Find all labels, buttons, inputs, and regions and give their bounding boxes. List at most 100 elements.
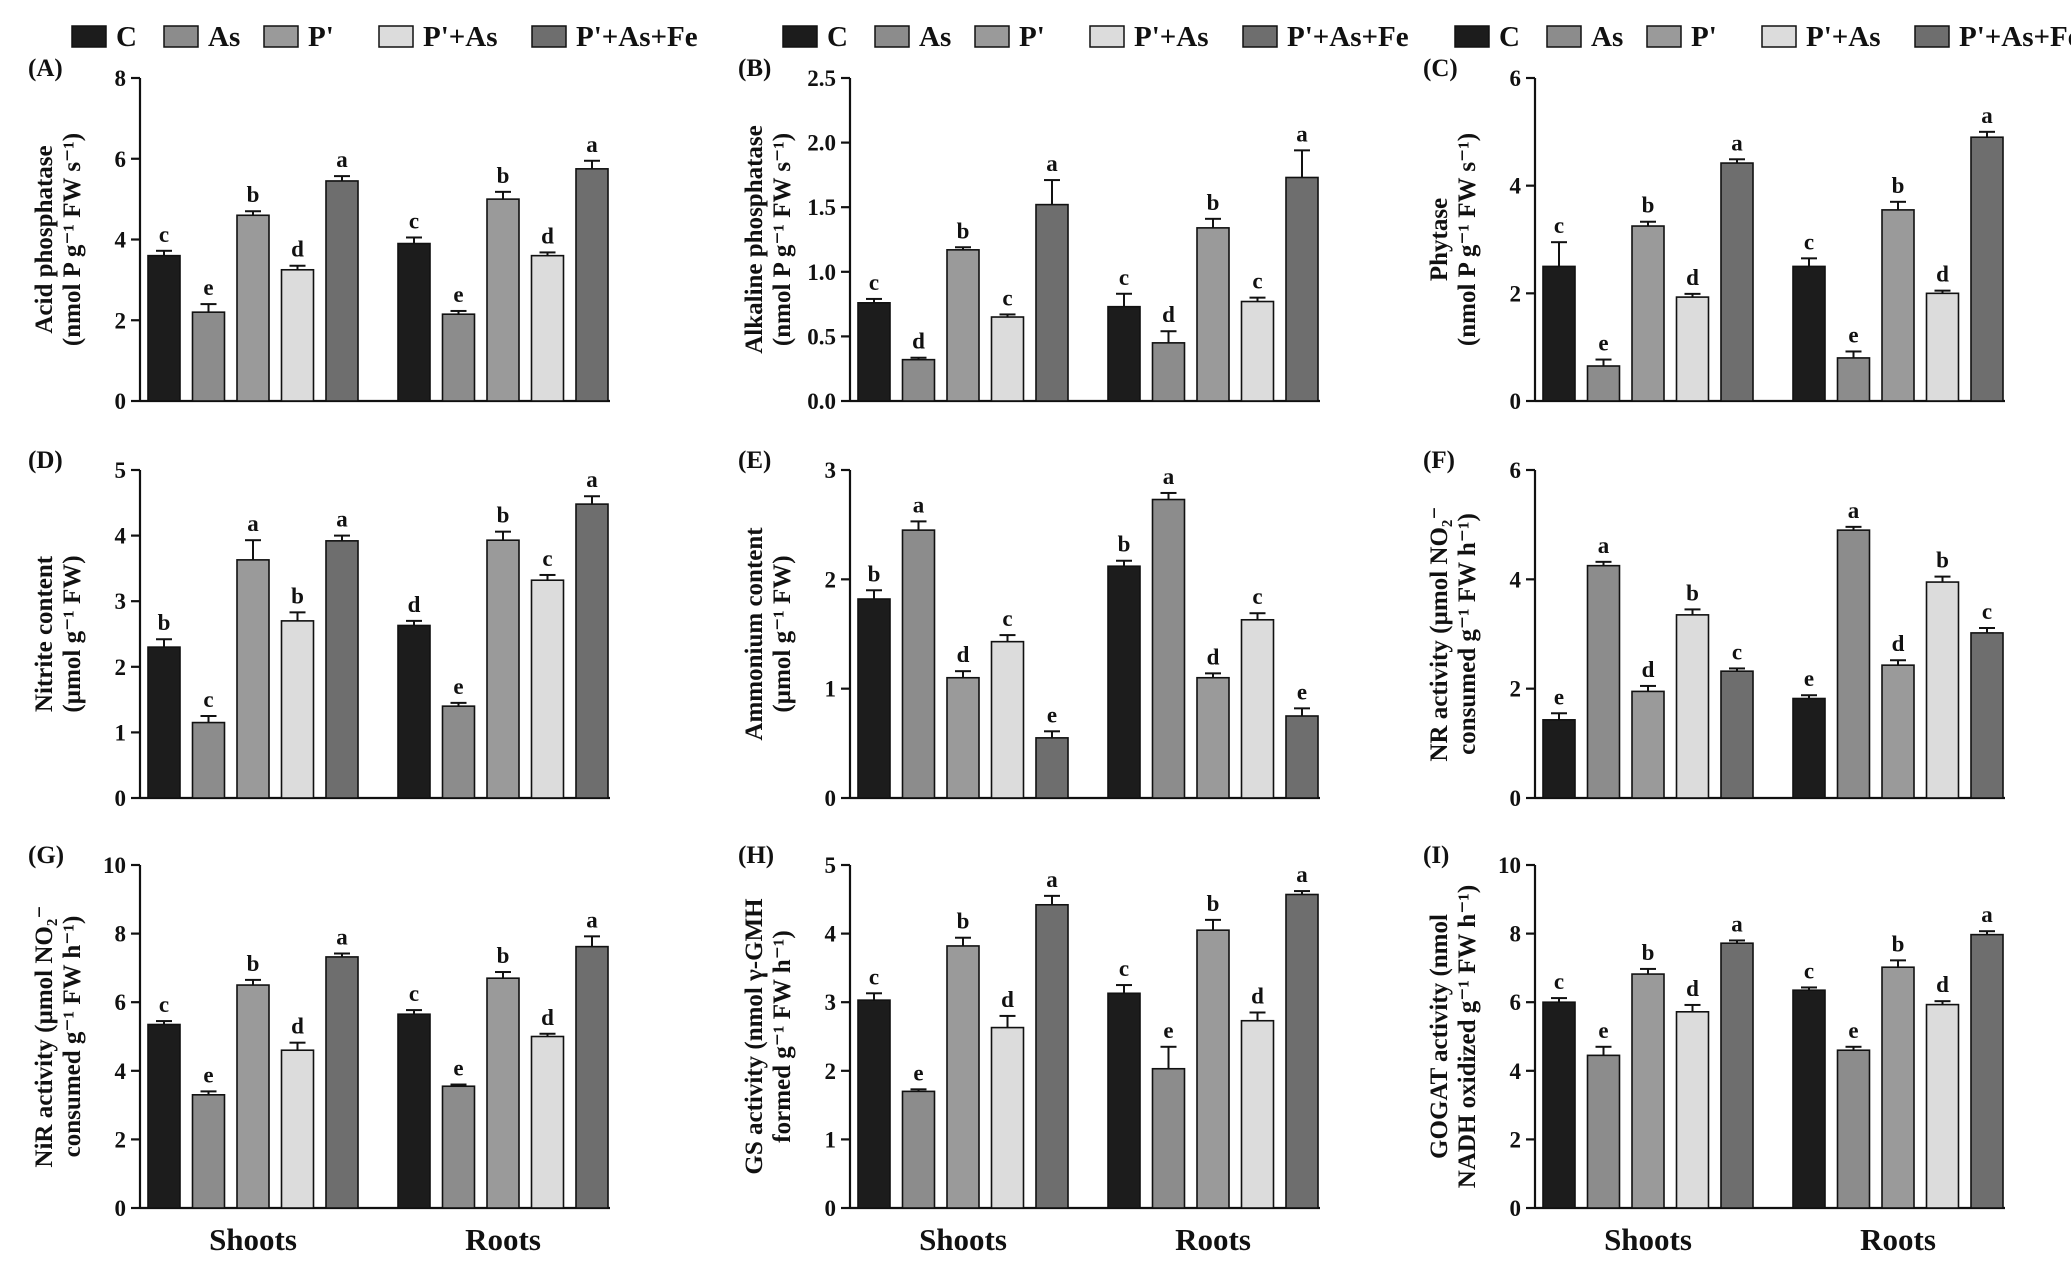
y-tick-label: 0 <box>1510 1196 1522 1221</box>
significance-letter-roots-p-prime: b <box>1207 891 1220 916</box>
y-tick-label: 0 <box>1510 389 1522 414</box>
significance-letter-roots-p-prime-plus-as: d <box>1936 972 1949 997</box>
x-group-label-roots: Roots <box>1175 1222 1251 1257</box>
legend-swatch-p-prime-plus-as-plus-fe <box>1242 25 1278 48</box>
legend-label-p-prime: P' <box>1019 21 1045 53</box>
significance-letter-shoots-as: a <box>913 492 925 517</box>
x-group-label-roots: Roots <box>1860 1222 1936 1257</box>
panel-c-phytase: (C) 0 2 4 6 Phytase (nmol P g⁻¹ FW s⁻¹) c e b d a c e… <box>1423 55 2005 414</box>
bar-shoots-as <box>1586 1054 1621 1209</box>
panel-a-acid-phosphatase: (A) 0 2 4 6 8 Acid phosphatase (nmol P g⁻¹ FW s… <box>28 55 610 414</box>
significance-letter-roots-p-prime: b <box>1892 931 1905 956</box>
legend-label-c: C <box>116 21 137 53</box>
panel-b-alkaline-phosphatase: (B) 0.0 0.5 1.0 1.5 2.0 2.5 Alkaline phosphatas… <box>738 55 1320 414</box>
bar-shoots-c <box>147 254 181 402</box>
panel-label: (G) <box>28 842 64 869</box>
y-axis-label-line-2: (µmol g⁻¹ FW) <box>769 555 796 712</box>
panel-d-nitrite-content: (D) 0 1 2 3 4 5 Nitrite content (µmol g⁻¹ FW) b c a… <box>28 447 610 811</box>
bar-shoots-c <box>857 598 891 799</box>
bar-shoots-p-prime <box>236 984 270 1209</box>
y-tick-label: 4 <box>115 1059 127 1084</box>
y-tick-label: 1 <box>825 1127 837 1152</box>
significance-letter-shoots-p-prime: b <box>1642 193 1655 218</box>
bar-roots-p-prime-plus-as-plus-fe <box>1285 893 1319 1209</box>
bar-roots-p-prime-plus-as <box>530 254 565 402</box>
bar-shoots-p-prime-plus-as-plus-fe <box>1720 670 1754 799</box>
bar-shoots-as <box>901 529 936 799</box>
significance-letter-shoots-as: e <box>1598 331 1608 356</box>
legend-swatch-p-prime <box>974 25 1010 48</box>
y-tick-label: 2 <box>1510 677 1522 702</box>
bar-roots-c <box>1792 697 1826 799</box>
significance-letter-roots-c: c <box>409 981 419 1006</box>
y-tick-label: 5 <box>115 458 127 483</box>
bar-roots-p-prime-plus-as <box>1925 1003 1960 1209</box>
y-axis-label-line-2: (µmol g⁻¹ FW) <box>59 555 86 712</box>
significance-letter-shoots-as: a <box>1598 533 1610 558</box>
significance-letter-shoots-c: c <box>1554 969 1564 994</box>
bar-roots-c <box>397 1013 431 1209</box>
bar-shoots-p-prime-plus-as <box>280 268 315 402</box>
y-axis-label-line-1: GOGAT activity (nmol <box>1426 914 1453 1159</box>
bar-shoots-p-prime <box>1631 225 1665 402</box>
bar-roots-c <box>1107 565 1141 799</box>
significance-letter-shoots-c: e <box>1554 684 1564 709</box>
bar-roots-c <box>397 624 431 799</box>
y-tick-label: 6 <box>115 147 127 172</box>
y-tick-label: 6 <box>1510 990 1522 1015</box>
y-axis-label-line-1: GS activity (nmol γ-GMH <box>741 898 768 1175</box>
y-tick-label: 2 <box>115 1127 127 1152</box>
panel-f-nr-activity: (F) 0 2 4 6 NR activity (µmol NO₂⁻ consumed g⁻… <box>1423 447 2005 811</box>
significance-letter-roots-p-prime-plus-as-plus-fe: a <box>586 467 598 492</box>
legend-column-1: C As P' P'+As P'+As+Fe <box>71 21 698 53</box>
legend-label-p-prime: P' <box>1691 21 1717 53</box>
significance-letter-shoots-p-prime-plus-as-plus-fe: a <box>336 147 348 172</box>
legend-column-3: C As P' P'+As P'+As+Fe <box>1454 21 2071 53</box>
y-tick-label: 0 <box>115 1196 127 1221</box>
significance-letter-shoots-p-prime: b <box>247 182 260 207</box>
y-tick-label: 4 <box>115 524 127 549</box>
significance-letter-roots-c: c <box>1119 956 1129 981</box>
bar-shoots-p-prime-plus-as <box>280 1049 315 1209</box>
legend-swatch-c <box>1454 25 1490 48</box>
significance-letter-roots-p-prime: b <box>1207 190 1220 215</box>
significance-letter-shoots-c: c <box>869 270 879 295</box>
bar-roots-as <box>1836 529 1871 799</box>
significance-letter-roots-c: b <box>1118 532 1131 557</box>
legend-label-as: As <box>208 21 240 53</box>
significance-letter-roots-p-prime: d <box>1207 644 1220 669</box>
bar-roots-p-prime <box>486 977 520 1209</box>
panel-label: (H) <box>738 842 774 869</box>
legend-swatch-as <box>1546 25 1582 48</box>
significance-letter-roots-as: e <box>453 282 463 307</box>
significance-letter-roots-p-prime-plus-as-plus-fe: a <box>586 132 598 157</box>
y-tick-label: 8 <box>115 66 127 91</box>
legend-swatch-p-prime-plus-as <box>1089 25 1125 48</box>
y-axis-label-line-2: (nmol P g⁻¹ FW s⁻¹) <box>59 133 86 346</box>
significance-letter-roots-p-prime-plus-as-plus-fe: e <box>1297 679 1307 704</box>
significance-letter-roots-p-prime-plus-as-plus-fe: a <box>1296 862 1308 887</box>
significance-letter-roots-as: e <box>1163 1018 1173 1043</box>
legend-label-c: C <box>827 21 848 53</box>
y-axis-label-line-2: (nmol P g⁻¹ FW s⁻¹) <box>1454 133 1481 346</box>
significance-letter-shoots-p-prime-plus-as: c <box>1002 285 1012 310</box>
bar-shoots-as <box>191 721 226 799</box>
bar-roots-c <box>1792 989 1826 1209</box>
y-tick-label: 1 <box>115 720 127 745</box>
y-axis-label-line-2: (nmol P g⁻¹ FW s⁻¹) <box>769 133 796 346</box>
bar-shoots-p-prime-plus-as <box>1675 296 1710 402</box>
bar-roots-p-prime-plus-as <box>1240 618 1275 799</box>
bar-roots-p-prime <box>486 539 520 799</box>
x-group-label-shoots: Shoots <box>1604 1222 1692 1257</box>
legend-label-p-prime: P' <box>308 21 334 53</box>
y-tick-label: 3 <box>825 458 837 483</box>
y-axis-label-line-2: NADH oxidized g⁻¹ FW h⁻¹) <box>1454 885 1481 1188</box>
significance-letter-shoots-p-prime-plus-as: d <box>1001 987 1014 1012</box>
significance-letter-shoots-c: c <box>159 222 169 247</box>
panel-label: (B) <box>738 55 771 82</box>
significance-letter-shoots-c: c <box>869 964 879 989</box>
significance-letter-shoots-p-prime-plus-as: d <box>1686 976 1699 1001</box>
significance-letter-shoots-p-prime: d <box>1642 657 1655 682</box>
significance-letter-shoots-p-prime: d <box>957 642 970 667</box>
